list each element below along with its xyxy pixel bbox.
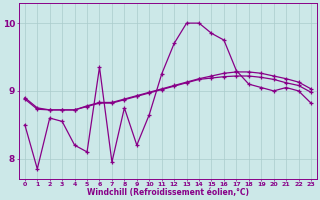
X-axis label: Windchill (Refroidissement éolien,°C): Windchill (Refroidissement éolien,°C) <box>87 188 249 197</box>
